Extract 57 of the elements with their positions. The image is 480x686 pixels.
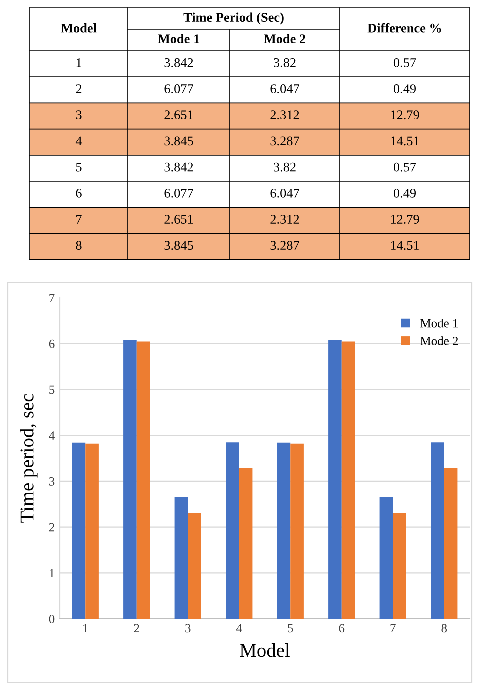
text: 3.287 — [270, 136, 300, 146]
text: Model — [61, 24, 97, 33]
text: 6.077 — [164, 84, 194, 94]
text: 6.047 — [270, 84, 300, 94]
text: 3.842 — [164, 162, 194, 172]
y-tick-label: 5 — [50, 386, 55, 394]
y-tick-label: 7 — [50, 294, 55, 302]
text: 6.047 — [270, 188, 300, 198]
text: 14.51 — [391, 136, 420, 146]
category-label: 3 — [76, 110, 82, 120]
category-label: 7 — [76, 215, 82, 224]
text: 3.82 — [274, 162, 296, 172]
legend-label: Mode 2 — [420, 336, 458, 346]
text: 0.49 — [394, 84, 416, 94]
category-label: 2 — [76, 84, 82, 94]
text: 2.312 — [270, 215, 300, 224]
text: 6.077 — [164, 188, 194, 198]
category-label: 8 — [76, 241, 82, 250]
x-tick-label: 8 — [442, 624, 448, 633]
legend-label: Mode 1 — [420, 318, 458, 328]
text: 2.651 — [164, 110, 194, 120]
text: 0.49 — [394, 188, 416, 198]
y-tick-label: 4 — [49, 432, 55, 440]
x-tick-label: 5 — [288, 624, 294, 633]
text: 0.57 — [394, 58, 416, 68]
x-tick-label: 6 — [339, 624, 345, 633]
text: 14.51 — [391, 241, 420, 250]
category-label: 1 — [76, 58, 82, 68]
text: 3.845 — [164, 136, 194, 146]
text: 12.79 — [391, 110, 420, 120]
text: 3.82 — [274, 58, 296, 68]
y-tick-label: 0 — [49, 615, 55, 624]
y-axis-title: Time period, sec — [20, 394, 38, 523]
x-axis-title: Model — [240, 644, 290, 658]
category-label: 6 — [76, 188, 82, 198]
text: Difference % — [368, 23, 442, 33]
x-tick-label: 1 — [84, 624, 88, 633]
x-tick-label: 2 — [134, 624, 140, 633]
y-tick-label: 3 — [49, 477, 55, 486]
category-label: 4 — [76, 136, 82, 146]
text: 3.845 — [164, 241, 194, 250]
text: 3.287 — [270, 241, 300, 250]
text: 0.57 — [394, 162, 416, 172]
text: 2.312 — [270, 110, 300, 120]
text: 12.79 — [391, 215, 420, 224]
text: 3.842 — [164, 58, 194, 68]
category-label: 5 — [76, 162, 82, 172]
x-tick-label: 7 — [390, 624, 396, 633]
text: Mode 1 — [158, 34, 200, 44]
x-tick-label: 4 — [236, 624, 242, 633]
text: 2.651 — [164, 215, 194, 224]
x-tick-label: 3 — [186, 624, 191, 633]
y-tick-label: 2 — [49, 523, 54, 532]
text: Mode 2 — [264, 34, 306, 44]
y-tick-label: 6 — [49, 340, 55, 348]
text: Time Period (Sec) — [184, 12, 284, 25]
y-tick-label: 1 — [50, 569, 54, 578]
